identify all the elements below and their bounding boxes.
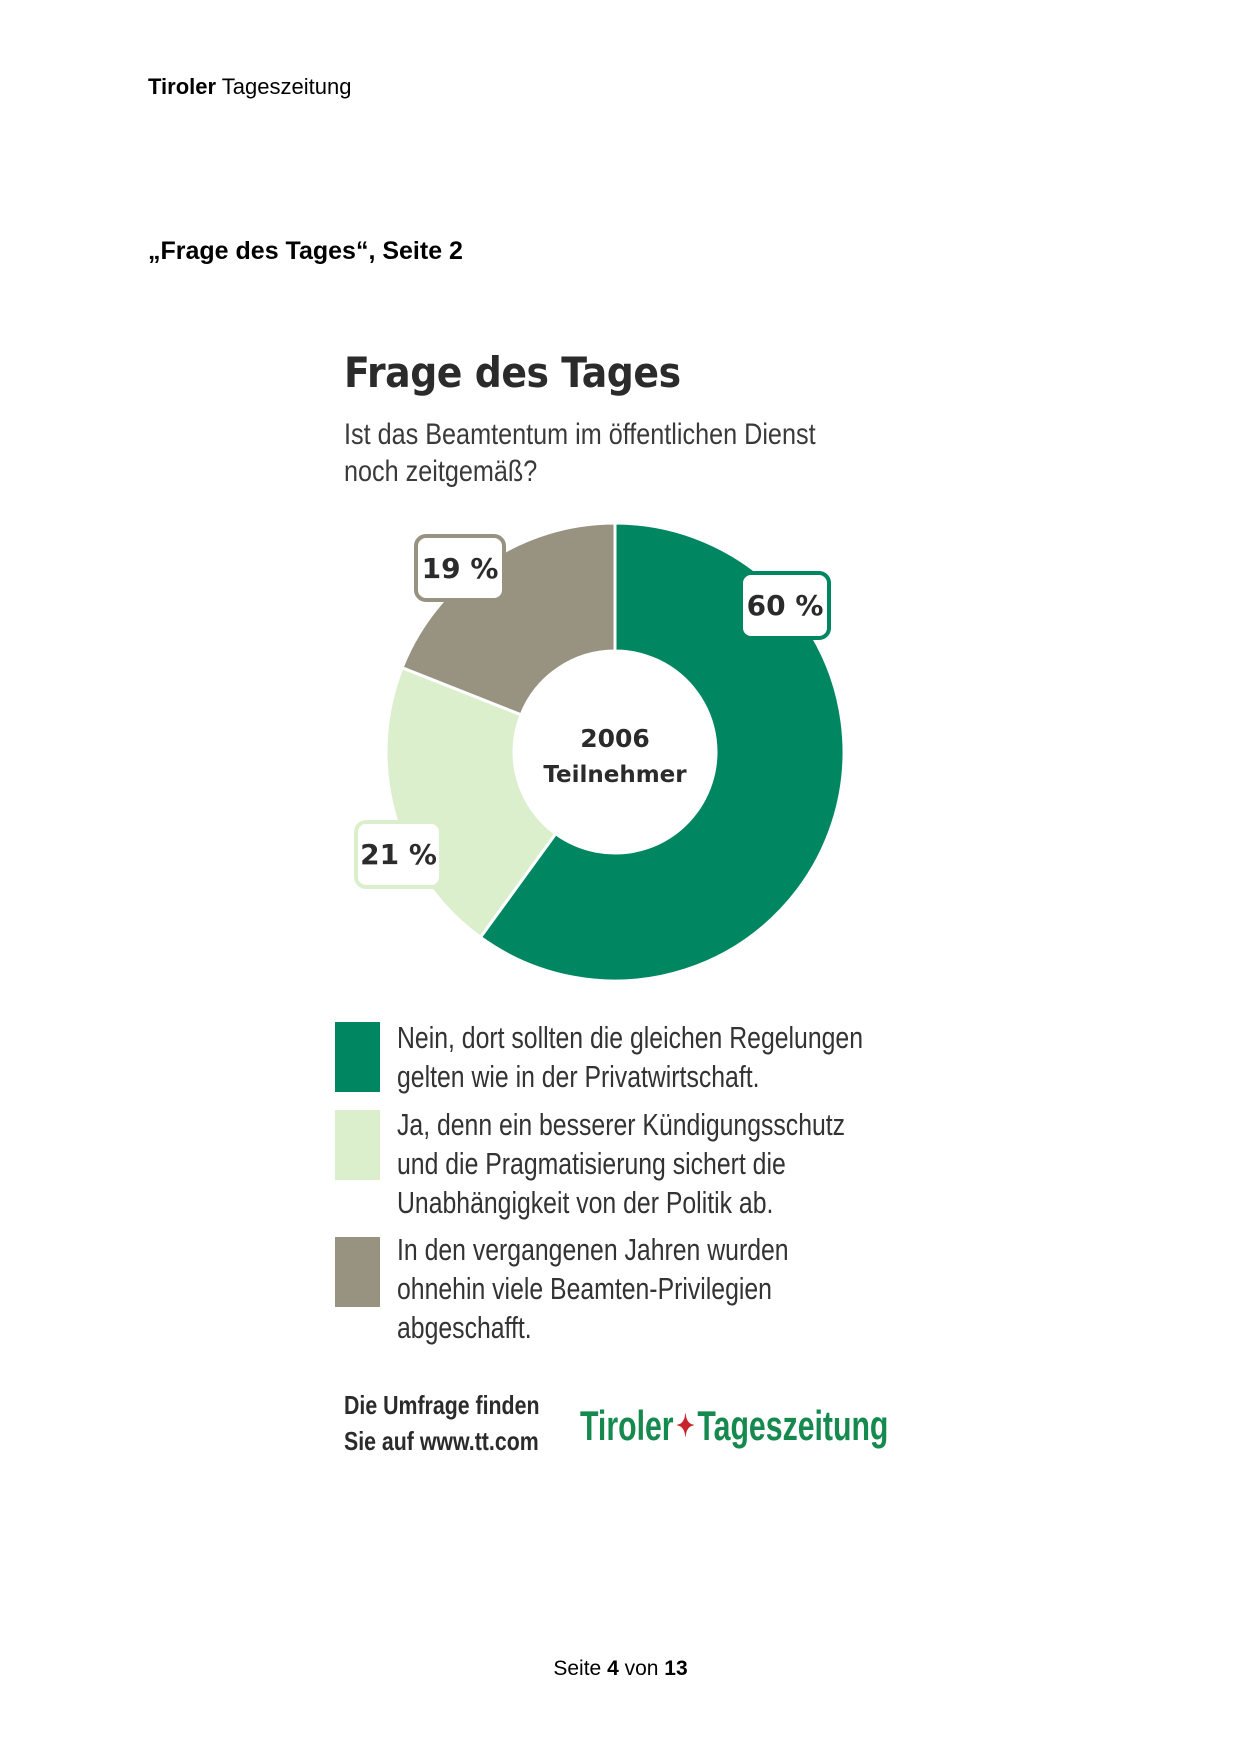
page-number: Seite 4 von 13 [0, 1657, 1241, 1681]
center-label: Teilnehmer [543, 762, 687, 788]
footer-note-line-1: Die Umfrage finden [344, 1390, 540, 1420]
tiroler-tageszeitung-logo: Tiroler ✦ Tageszeitung [580, 1402, 888, 1450]
header-brand-rest: Tageszeitung [221, 74, 352, 99]
legend-swatch-privilegien [335, 1237, 380, 1307]
center-count: 2006 [580, 724, 650, 753]
logo-text-right: Tageszeitung [697, 1402, 889, 1449]
eagle-icon: ✦ [676, 1409, 695, 1443]
legend-text-line: ohnehin viele Beamten-Privilegien [397, 1271, 772, 1306]
donut-chart: 2006 Teilnehmer [384, 521, 846, 983]
slice-label-21: 21 % [354, 820, 443, 889]
legend-text-line: Ja, denn ein besserer Kündigungsschutz [397, 1107, 846, 1142]
legend-swatch-nein [335, 1022, 380, 1092]
donut-slice-19 [400, 521, 617, 717]
section-reference: „Frage des Tages“, Seite 2 [148, 237, 463, 265]
legend-text-line: Unabhängigkeit von der Politik ab. [397, 1185, 774, 1220]
header-brand-bold: Tiroler [148, 74, 217, 99]
logo-text-left: Tiroler [580, 1402, 674, 1449]
legend-item-privilegien: In den vergangenen Jahren wurden ohnehin… [397, 1230, 789, 1347]
chart-title: Frage des Tages [344, 348, 681, 397]
legend-text-line: abgeschafft. [397, 1310, 532, 1345]
footer-note-line-2: Sie auf www.tt.com [344, 1426, 539, 1456]
legend-swatch-ja [335, 1110, 380, 1180]
legend-text-line: gelten wie in der Privatwirtschaft. [397, 1059, 760, 1094]
legend-text-line: Nein, dort sollten die gleichen Regelung… [397, 1020, 864, 1055]
page-prefix: Seite [553, 1657, 602, 1680]
page-total: 13 [664, 1657, 688, 1680]
legend-text-line: In den vergangenen Jahren wurden [397, 1232, 789, 1267]
slice-label-19: 19 % [414, 534, 506, 602]
chart-question-line-1: Ist das Beamtentum im öffentlichen Diens… [344, 418, 816, 451]
page-current: 4 [607, 1657, 619, 1680]
legend-item-ja: Ja, denn ein besserer Kündigungsschutz u… [397, 1105, 845, 1222]
document-header: Tiroler Tageszeitung [148, 74, 351, 100]
legend-text-line: und die Pragmatisierung sichert die [397, 1146, 786, 1181]
slice-label-60: 60 % [739, 571, 831, 640]
chart-question-line-2: noch zeitgemäß? [344, 455, 538, 488]
page-sep: von [624, 1657, 659, 1680]
legend-item-nein: Nein, dort sollten die gleichen Regelung… [397, 1018, 863, 1096]
